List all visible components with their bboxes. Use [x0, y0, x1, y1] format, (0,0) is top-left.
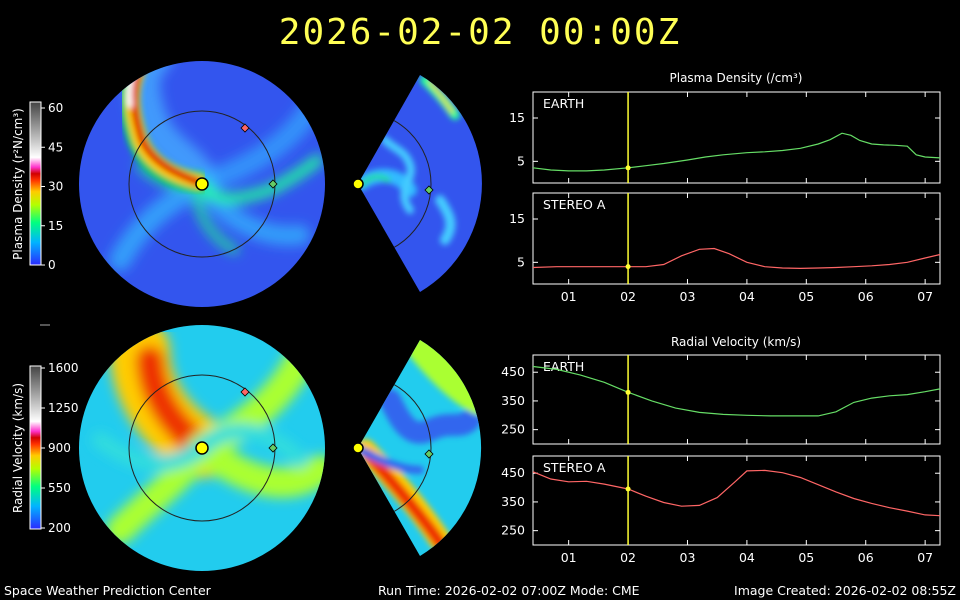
earth-series-line: [532, 132, 941, 172]
earth-marker-velocity-side: [424, 449, 434, 459]
density-colorbar-tick-label: 0: [48, 258, 56, 272]
y-tick-label: 15: [509, 211, 525, 226]
velocity-colorbar: 200 550 900 1250 1600 Radial Velocity (km/s): [11, 361, 79, 535]
y-tick-label: 350: [501, 393, 525, 408]
panel-label: EARTH: [543, 359, 584, 374]
density-colorbar-tick-label: 30: [48, 180, 63, 194]
footer-organization: Space Weather Prediction Center: [4, 583, 211, 598]
velocity-colorbar-tick-label: 1600: [48, 361, 79, 375]
density-ecliptic-disk: [79, 61, 325, 307]
x-tick-label: 06: [858, 289, 874, 304]
density-colorbar-label: Plasma Density (r²N/cm³): [11, 108, 25, 260]
velocity-colorbar-tick-label: 1250: [48, 401, 79, 415]
stereo-a-marker: [240, 123, 250, 133]
time-marker-point: [625, 486, 631, 492]
panel-frame: [532, 455, 941, 546]
y-tick-label: 250: [501, 422, 525, 437]
velocity-chart-title: Radial Velocity (km/s): [671, 335, 801, 349]
velocity-colorbar-tick-label: 550: [48, 481, 71, 495]
x-tick-label: 02: [620, 550, 636, 565]
x-tick-label: 06: [858, 550, 874, 565]
y-tick-label: 5: [517, 153, 525, 168]
footer-image-created: Image Created: 2026-02-02 08:55Z: [734, 583, 956, 598]
sun-marker-velocity-side: [352, 442, 364, 454]
sun-marker-velocity: [195, 441, 209, 455]
y-tick-label: 450: [501, 465, 525, 480]
panel-label: STEREO A: [543, 197, 606, 212]
velocity-ecliptic-disk: [79, 325, 325, 571]
line-panel-stereo-a: 250 350 450 01 02 03 04 05 06 07 STEREO A: [501, 455, 941, 565]
time-marker-point: [625, 389, 631, 395]
x-tick-label: 03: [680, 550, 696, 565]
density-chart-title: Plasma Density (/cm³): [670, 71, 803, 85]
x-tick-label: 07: [917, 289, 933, 304]
stereo-a-series-line: [532, 469, 941, 517]
sun-marker-side: [352, 178, 364, 190]
density-colorbar-tick-label: 60: [48, 101, 63, 115]
panel-frame: [532, 354, 941, 445]
earth-marker-velocity: [268, 443, 278, 453]
x-tick-label: 01: [561, 550, 577, 565]
y-tick-label: 450: [501, 364, 525, 379]
density-colorbar: 0 15 30 45 60 Plasma Density (r²N/cm³): [11, 101, 63, 272]
y-tick-label: 350: [501, 494, 525, 509]
time-marker-point: [625, 165, 631, 171]
stereo-a-marker-velocity: [240, 387, 250, 397]
density-colorbar-tick-label: 45: [48, 140, 63, 154]
line-panel-earth: 250 350 450 EARTH: [501, 354, 941, 445]
stereo-a-series-line: [532, 247, 941, 270]
panel-label: EARTH: [543, 96, 584, 111]
x-tick-label: 05: [798, 289, 814, 304]
panel-frame: [532, 91, 941, 184]
footer-run-info: Run Time: 2026-02-02 07:00Z Mode: CME: [378, 583, 640, 598]
page-title: 2026-02-02 00:00Z: [278, 12, 682, 53]
y-tick-label: 15: [509, 110, 525, 125]
velocity-colorbar-label: Radial Velocity (km/s): [11, 383, 25, 513]
velocity-colorbar-tick-label: 200: [48, 521, 71, 535]
x-tick-label: 01: [561, 289, 577, 304]
earth-series-line: [532, 365, 941, 417]
y-tick-label: 250: [501, 523, 525, 538]
x-tick-label: 05: [798, 550, 814, 565]
y-tick-label: 5: [517, 254, 525, 269]
x-tick-label: 03: [680, 289, 696, 304]
earth-marker-side: [424, 185, 434, 195]
x-tick-label: 04: [739, 550, 755, 565]
panel-label: STEREO A: [543, 460, 606, 475]
sun-marker: [195, 177, 209, 191]
panel-frame: [532, 192, 941, 285]
density-meridional-wedge: [352, 75, 482, 292]
line-panel-earth: 5 15 EARTH: [509, 91, 941, 184]
x-tick-label: 04: [739, 289, 755, 304]
line-panel-stereo-a: 5 15 01 02 03 04 05 06 07 STEREO A: [509, 192, 941, 304]
x-tick-label: 02: [620, 289, 636, 304]
x-tick-label: 07: [917, 550, 933, 565]
earth-marker: [268, 179, 278, 189]
velocity-colorbar-tick-label: 900: [48, 441, 71, 455]
density-colorbar-tick-label: 15: [48, 219, 63, 233]
time-marker-point: [625, 264, 631, 270]
